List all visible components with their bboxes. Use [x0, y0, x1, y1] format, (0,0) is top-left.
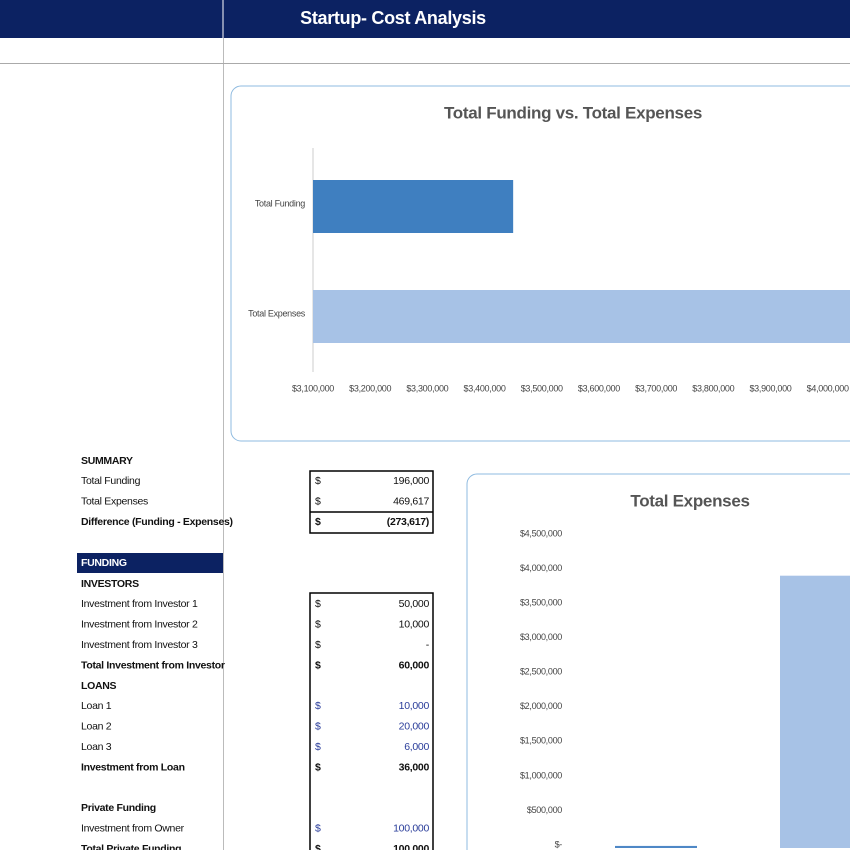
- section-title: FUNDING: [81, 557, 127, 569]
- row-value: 6,000: [404, 741, 429, 753]
- y-tick-label: $4,500,000: [520, 528, 562, 538]
- funding-band: [77, 553, 223, 573]
- currency: $: [315, 619, 321, 631]
- row-label: Investment from Owner: [81, 823, 185, 835]
- currency: $: [315, 639, 321, 651]
- chart-panel: [466, 473, 850, 850]
- y-tick-label: $500,000: [527, 805, 562, 815]
- currency: $: [315, 721, 321, 733]
- row-value: 50,000: [399, 598, 430, 610]
- row-label: INVESTORS: [81, 578, 139, 590]
- row-label: Total Expenses: [81, 495, 148, 507]
- row-value: 196,000: [393, 475, 429, 487]
- x-tick-label: $3,500,000: [521, 383, 563, 393]
- section-title: SUMMARY: [81, 455, 133, 467]
- y-tick-label: $2,000,000: [520, 701, 562, 711]
- y-tick-label: Total Funding: [255, 198, 305, 208]
- currency: $: [315, 700, 321, 712]
- y-tick-label: $3,000,000: [520, 632, 562, 642]
- header-title: Startup- Cost Analysis: [300, 8, 486, 28]
- x-tick-label: $3,900,000: [749, 383, 791, 393]
- row-label: Loan 2: [81, 721, 112, 733]
- bar: [313, 180, 514, 233]
- x-tick-label: $3,100,000: [292, 383, 334, 393]
- row-label: Investment from Investor 3: [81, 639, 198, 651]
- chart-panel: [230, 85, 850, 442]
- currency: $: [315, 659, 321, 671]
- currency: $: [315, 598, 321, 610]
- funding-box: [309, 592, 434, 850]
- bar: [313, 290, 850, 343]
- row-label: Investment from Investor 1: [81, 598, 198, 610]
- currency: $: [315, 741, 321, 753]
- x-tick-label: $3,200,000: [349, 383, 391, 393]
- row-value: 60,000: [399, 659, 430, 671]
- row-value: 469,617: [393, 495, 429, 507]
- x-tick-label: $3,600,000: [578, 383, 620, 393]
- row-label: Total Investment from Investor: [81, 659, 225, 671]
- currency: $: [315, 495, 321, 507]
- x-tick-label: $3,300,000: [406, 383, 448, 393]
- row-label: Private Funding: [81, 802, 156, 814]
- row-value: 36,000: [399, 761, 430, 773]
- row-label: LOANS: [81, 680, 117, 692]
- row-label: Loan 1: [81, 700, 112, 712]
- y-tick-label: $2,500,000: [520, 667, 562, 677]
- row-label: Difference (Funding - Expenses): [81, 516, 233, 528]
- row-value: 20,000: [399, 721, 430, 733]
- chart-title: Total Expenses: [630, 491, 749, 510]
- y-tick-label: $-: [555, 839, 563, 849]
- currency: $: [315, 823, 321, 835]
- row-value: 100,000: [393, 843, 429, 850]
- y-tick-label: $4,000,000: [520, 563, 562, 573]
- row-label: Investment from Loan: [81, 761, 185, 773]
- bar: [780, 575, 850, 848]
- row-value: 100,000: [393, 823, 429, 835]
- row-value: 10,000: [399, 700, 430, 712]
- y-tick-label: Total Expenses: [248, 308, 306, 318]
- y-tick-label: $1,000,000: [520, 770, 562, 780]
- chart-title: Total Funding vs. Total Expenses: [444, 103, 702, 122]
- row-value: (273,617): [387, 516, 429, 528]
- y-tick-label: $1,500,000: [520, 736, 562, 746]
- currency: $: [315, 761, 321, 773]
- row-label: Loan 3: [81, 741, 112, 753]
- y-tick-label: $3,500,000: [520, 597, 562, 607]
- x-tick-label: $3,700,000: [635, 383, 677, 393]
- row-value: 10,000: [399, 619, 430, 631]
- x-tick-label: $3,800,000: [692, 383, 734, 393]
- row-label: Investment from Investor 2: [81, 619, 198, 631]
- x-tick-label: $3,400,000: [464, 383, 506, 393]
- row-value: -: [426, 639, 430, 651]
- x-tick-label: $4,000,000: [807, 383, 849, 393]
- currency: $: [315, 475, 321, 487]
- summary-box: [309, 470, 434, 534]
- currency: $: [315, 843, 321, 850]
- row-label: Total Funding: [81, 475, 141, 487]
- header-band: [0, 0, 850, 38]
- bar: [615, 845, 697, 848]
- currency: $: [315, 516, 321, 528]
- row-label: Total Private Funding: [81, 843, 181, 850]
